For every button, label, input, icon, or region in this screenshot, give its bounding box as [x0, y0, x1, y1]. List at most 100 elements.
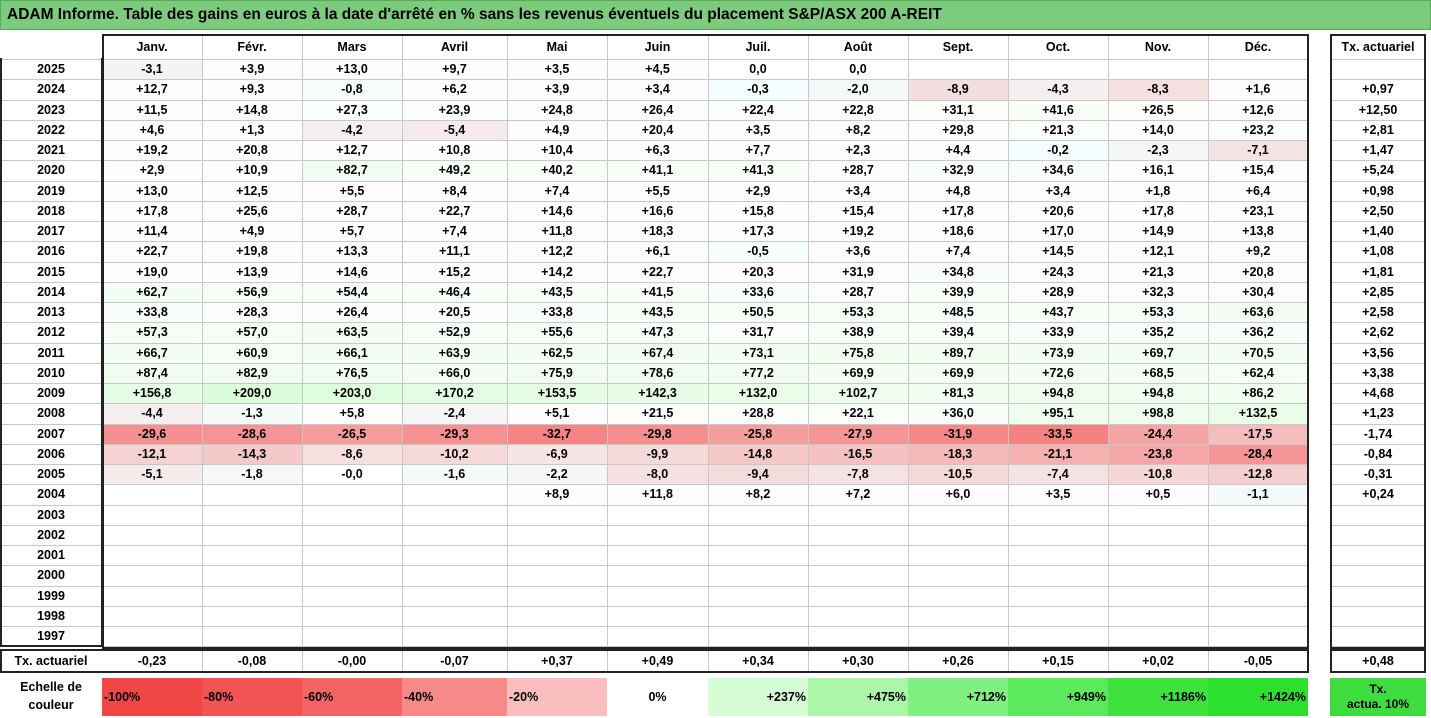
- grid-line: [1330, 606, 1426, 607]
- year-label: 2016: [37, 244, 65, 259]
- value-cell: +20,4: [607, 119, 708, 140]
- value-cell: -5,4: [402, 119, 507, 140]
- footer-value: +0,37: [541, 654, 573, 669]
- tx-cell: +1,40: [1362, 224, 1394, 238]
- value-cell: +22,7: [102, 241, 202, 262]
- value-cell: -1,6: [402, 464, 507, 485]
- footer-value: +0,30: [842, 654, 874, 669]
- value-cell: +3,4: [808, 180, 908, 201]
- value-cell: -7,1: [1208, 140, 1308, 161]
- value-cell: +15,2: [402, 261, 507, 282]
- grid-line: [1330, 403, 1426, 404]
- year-label: 2006: [37, 446, 65, 461]
- value-cell: -23,8: [1108, 443, 1208, 464]
- year-label: 2005: [37, 467, 65, 481]
- value-cell: +72,6: [1008, 362, 1108, 383]
- legend-swatch: -100%: [102, 678, 202, 716]
- grid-line: [0, 140, 1308, 141]
- year-label: 2001: [37, 548, 65, 562]
- grid-line: [0, 160, 1308, 161]
- value-cell: +26,4: [302, 302, 402, 323]
- grid-line: [0, 221, 1308, 222]
- value-cell: [808, 505, 908, 525]
- grid-line: [0, 100, 1308, 101]
- value-cell: [102, 484, 202, 504]
- value-cell: -25,8: [708, 423, 808, 444]
- value-cell: +1,3: [202, 119, 302, 140]
- value-cell: +14,9: [1108, 221, 1208, 242]
- tx-cell: [1330, 59, 1426, 79]
- value-cell: +22,4: [708, 99, 808, 120]
- value-cell: +11,8: [607, 484, 708, 505]
- value-cell: -4,3: [1008, 79, 1108, 100]
- value-cell: +55,6: [507, 322, 607, 343]
- value-cell: +9,3: [202, 79, 302, 100]
- value-cell: +13,8: [1208, 221, 1308, 242]
- value-cell: [507, 626, 607, 646]
- value-cell: +16,6: [607, 200, 708, 221]
- value-cell: +69,9: [908, 362, 1008, 383]
- value-cell: +12,6: [1208, 99, 1308, 120]
- value-cell: [302, 505, 402, 525]
- year-label: 2014: [37, 284, 65, 299]
- tx-cell: +3,56: [1362, 345, 1394, 360]
- grid-line: [1330, 79, 1426, 80]
- value-cell: [302, 606, 402, 626]
- value-cell: -12,1: [102, 443, 202, 464]
- value-cell: +22,7: [607, 261, 708, 282]
- month-header: Mars: [337, 40, 367, 54]
- value-cell: [402, 525, 507, 545]
- month-header: Déc.: [1244, 40, 1272, 54]
- value-cell: -0,0: [302, 464, 402, 485]
- month-header: Août: [843, 40, 873, 54]
- value-cell: +94,8: [1008, 383, 1108, 404]
- grid-line: [0, 424, 1308, 425]
- tx-cell: +2,62: [1362, 325, 1394, 340]
- tx-cell: +0,98: [1362, 183, 1394, 198]
- value-cell: +5,1: [507, 403, 607, 424]
- grid-line: [0, 545, 1308, 546]
- grid-line: [0, 302, 1308, 303]
- value-cell: +69,9: [808, 362, 908, 383]
- value-cell: +73,1: [708, 342, 808, 363]
- year-label: 2024: [37, 82, 65, 97]
- legend-tx-swatch: Tx. actua. 10%: [1330, 678, 1426, 716]
- value-cell: +19,8: [202, 241, 302, 262]
- value-cell: [708, 545, 808, 565]
- value-cell: -8,3: [1108, 79, 1208, 100]
- footer-tx: +0,48: [1362, 654, 1394, 669]
- value-cell: +19,2: [808, 221, 908, 242]
- value-cell: +170,2: [402, 383, 507, 404]
- value-cell: +60,9: [202, 342, 302, 363]
- value-cell: +2,9: [708, 180, 808, 201]
- value-cell: +153,5: [507, 383, 607, 404]
- value-cell: [302, 545, 402, 565]
- grid-line: [1330, 424, 1426, 425]
- value-cell: +75,8: [808, 342, 908, 363]
- value-cell: [607, 626, 708, 646]
- value-cell: [1008, 59, 1108, 79]
- footer-value: -0,07: [440, 654, 469, 669]
- value-cell: [908, 626, 1008, 646]
- grid-line: [607, 35, 608, 674]
- legend-swatch: -20%: [507, 678, 607, 716]
- value-cell: [607, 586, 708, 606]
- value-cell: +22,7: [402, 200, 507, 221]
- legend-swatch: -80%: [202, 678, 302, 716]
- grid-line: [302, 35, 303, 674]
- value-cell: +75,9: [507, 362, 607, 383]
- value-cell: +15,4: [1208, 160, 1308, 181]
- value-cell: +102,7: [808, 383, 908, 404]
- legend-swatch: -60%: [302, 678, 402, 716]
- tx-cell: +3,38: [1362, 365, 1394, 380]
- value-cell: +63,6: [1208, 302, 1308, 323]
- value-cell: +77,2: [708, 362, 808, 383]
- grid-line: [708, 35, 709, 674]
- value-cell: -14,8: [708, 443, 808, 464]
- value-cell: -2,0: [808, 79, 908, 100]
- value-cell: +209,0: [202, 383, 302, 404]
- grid-line: [0, 120, 1308, 121]
- value-cell: +20,3: [708, 261, 808, 282]
- tx-header: Tx. actuariel: [1341, 40, 1415, 54]
